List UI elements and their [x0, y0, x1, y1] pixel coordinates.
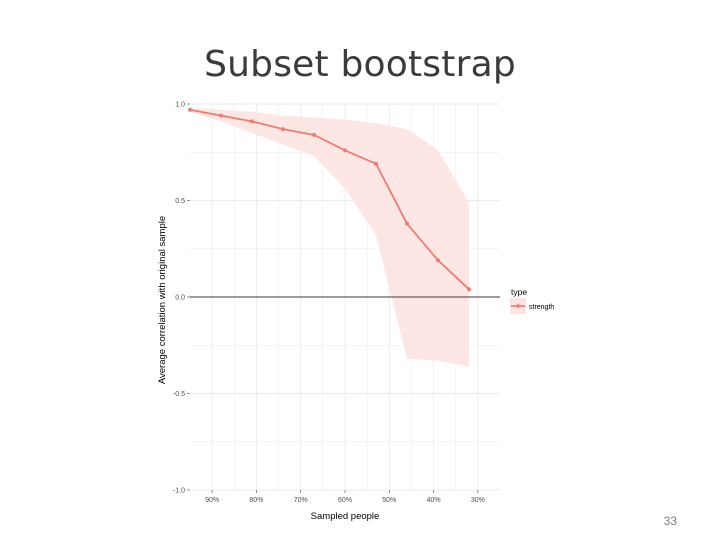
y-tick-label: -1.0 [173, 488, 185, 495]
data-point [374, 161, 378, 166]
data-point [312, 132, 316, 137]
x-tick-label: 50% [382, 497, 396, 504]
x-tick-label: 80% [249, 497, 263, 504]
x-tick-label: 30% [471, 497, 485, 504]
data-point [219, 113, 223, 118]
legend-label-strength: strength [529, 304, 554, 311]
data-point [436, 258, 440, 263]
x-tick-label: 70% [294, 497, 308, 504]
y-tick-label: 1.0 [175, 102, 185, 109]
confidence-band [190, 107, 469, 367]
x-axis-title: Sampled people [311, 511, 380, 522]
data-point [405, 221, 409, 226]
y-axis-title: Average correlation with original sample [157, 216, 168, 384]
data-point [467, 287, 471, 292]
series-points [188, 107, 471, 292]
series-line-strength [189, 108, 470, 290]
slide-title: Subset bootstrap [204, 44, 516, 85]
y-tick-label: 0.5 [175, 198, 185, 205]
confidence-band-area [190, 107, 469, 367]
y-tick-label: 0.0 [175, 295, 185, 302]
x-axis-ticks: 90% 80% 70% 60% 50% 40% 30% [205, 490, 485, 504]
x-tick-label: 90% [205, 497, 219, 504]
y-tick-label: -0.5 [173, 391, 185, 398]
data-point [250, 119, 254, 124]
legend-key-point [516, 304, 520, 308]
legend-title: type [511, 287, 527, 297]
data-point [281, 127, 285, 132]
y-axis-ticks: 1.0 0.5 0.0 -0.5 -1.0 [173, 102, 190, 495]
data-point [188, 107, 192, 112]
page-number: 33 [663, 514, 677, 528]
legend: type strength [510, 287, 554, 314]
x-tick-label: 40% [427, 497, 441, 504]
data-point [343, 148, 347, 153]
series-line [189, 108, 470, 290]
x-tick-label: 60% [338, 497, 352, 504]
